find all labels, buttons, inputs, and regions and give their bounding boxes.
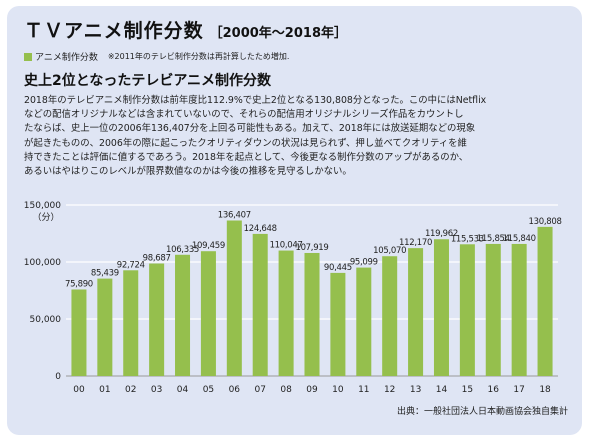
- bar-value-label: 106,335: [166, 245, 199, 255]
- y-tick-label: 50,000: [30, 315, 62, 325]
- headline: 史上2位となったテレビアニメ制作分数: [24, 73, 272, 89]
- legend-note: ※2011年のテレビ制作分数は再計算したため増加.: [107, 52, 290, 61]
- bar: [356, 267, 372, 376]
- bar-value-label: 119,962: [425, 229, 458, 239]
- body-line: たならば、史上一位の2006年136,407分を上回る可能性もある。加えて、20…: [24, 123, 476, 135]
- bar: [252, 233, 268, 376]
- bar-chart-svg: 0 50,000 100,000 150,000（分） 75,890 00 85,439 01…: [24, 201, 562, 395]
- body-line: 持できたことは評価に値するであろう。2018年を起点として、今後更なる制作分数の…: [24, 151, 469, 163]
- x-tick-label: 06: [229, 385, 241, 395]
- body-line: 2018年のテレビアニメ制作分数は前年度比112.9%で史上2位となる130,8…: [24, 95, 487, 106]
- bar: [71, 289, 87, 376]
- bar-value-label: 112,170: [399, 238, 432, 248]
- x-tick-label: 02: [125, 385, 136, 395]
- legend-label: アニメ制作分数: [35, 53, 98, 63]
- bar: [537, 226, 553, 376]
- body-line: などの配信オリジナルなどは含まれていないので、それらの配信用オリジナルシリーズ作…: [24, 109, 464, 121]
- x-tick-label: 18: [539, 385, 551, 395]
- bar: [408, 248, 424, 376]
- bar-value-label: 115,840: [503, 234, 536, 244]
- x-tick-label: 11: [358, 385, 369, 395]
- source-note: 出典：一般社団法人日本動画協会独自集計: [396, 407, 568, 417]
- x-tick-label: 07: [254, 385, 265, 395]
- chart-title: ＴＶアニメ制作分数 ［2000年〜2018年］: [24, 16, 347, 43]
- bar-chart: 0 50,000 100,000 150,000 （分） 75,890 00 85,439 01…: [14, 192, 574, 428]
- bar-value-label: 107,919: [295, 243, 328, 253]
- y-tick-label: 150,000: [24, 201, 61, 211]
- x-tick-label: 04: [177, 385, 189, 395]
- x-tick-label: 15: [462, 385, 473, 395]
- legend-swatch: [24, 52, 32, 61]
- bar-value-label: 90,445: [324, 263, 352, 273]
- bar: [511, 243, 527, 376]
- x-tick-label: 13: [410, 385, 421, 395]
- bar: [200, 251, 216, 376]
- x-tick-label: 14: [436, 385, 448, 395]
- bar: [330, 272, 346, 376]
- x-tick-label: 16: [488, 385, 500, 395]
- x-tick-label: 09: [306, 385, 318, 395]
- bar-value-label: 75,890: [65, 279, 93, 289]
- bar-value-label: 115,854: [477, 234, 510, 244]
- body-line: あるいはやはりこのレベルが限界数値なのかは今後の推移を見守るしかない。: [24, 166, 352, 178]
- bar: [175, 254, 191, 376]
- bar: [459, 244, 475, 376]
- bar: [149, 263, 165, 376]
- bar-value-label: 136,407: [218, 210, 251, 220]
- title-text: ＴＶアニメ制作分数: [24, 20, 204, 42]
- x-tick-label: 00: [73, 385, 85, 395]
- bar-value-label: 115,533: [451, 234, 484, 244]
- bar-value-label: 124,648: [244, 224, 277, 234]
- bar: [226, 220, 242, 376]
- title-range: ［2000年〜2018年］: [209, 26, 347, 41]
- bar-value-label: 105,070: [373, 246, 406, 256]
- x-tick-label: 05: [203, 385, 214, 395]
- bar-value-label: 109,459: [192, 241, 225, 251]
- bar: [304, 252, 320, 376]
- bar-value-label: 130,808: [529, 217, 562, 227]
- bar: [382, 256, 398, 376]
- x-tick-label: 17: [513, 385, 524, 395]
- bar-value-label: 85,439: [91, 269, 119, 279]
- body-line: が起きたものの、2006年の際に起こったクオリティダウンの状況は見られず、押し並…: [24, 137, 467, 149]
- bar: [433, 239, 449, 376]
- bar: [123, 270, 139, 376]
- bar: [278, 250, 294, 376]
- bar: [97, 278, 113, 376]
- legend: アニメ制作分数 ※2011年のテレビ制作分数は再計算したため増加.: [24, 50, 289, 63]
- body-text: 2018年のテレビアニメ制作分数は前年度比112.9%で史上2位となる130,8…: [24, 94, 574, 179]
- y-unit-label: （分）: [32, 212, 59, 223]
- x-tick-label: 10: [332, 385, 344, 395]
- y-tick-label: 100,000: [24, 258, 61, 268]
- x-tick-label: 08: [280, 385, 292, 395]
- bar-value-label: 110,047: [270, 241, 303, 251]
- bar: [485, 243, 501, 376]
- bar-value-label: 98,687: [143, 253, 171, 263]
- x-tick-label: 12: [384, 385, 395, 395]
- bar-value-label: 95,099: [350, 258, 378, 268]
- x-tick-label: 01: [99, 385, 110, 395]
- y-tick-label: 0: [55, 372, 61, 382]
- x-tick-label: 03: [151, 385, 162, 395]
- bar-value-label: 92,724: [117, 260, 145, 270]
